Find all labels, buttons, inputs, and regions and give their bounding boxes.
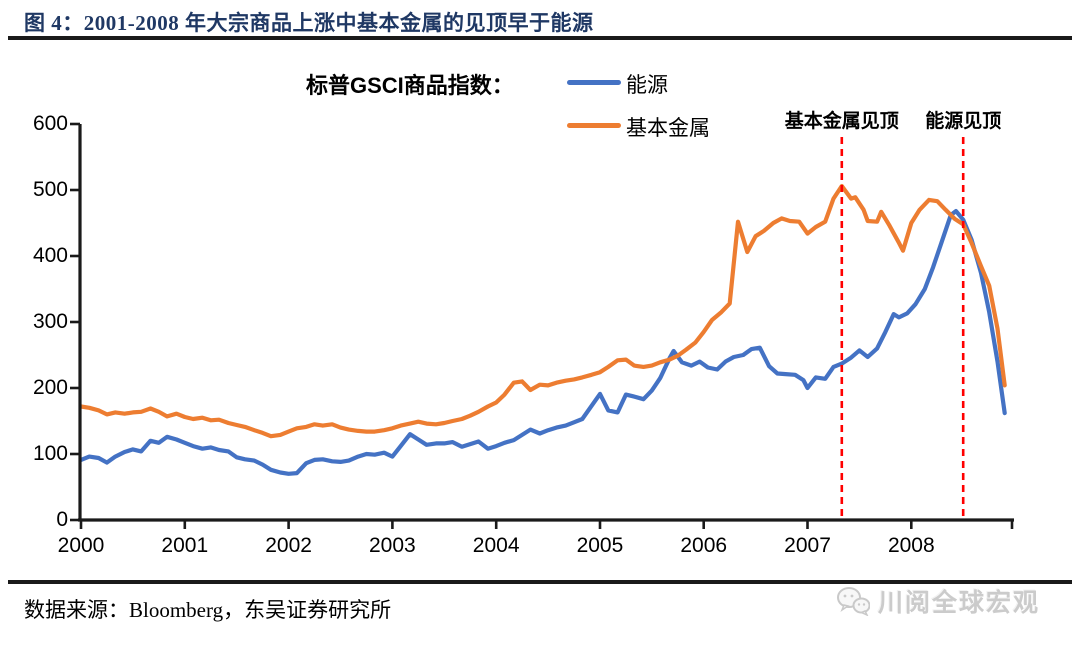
title-divider <box>8 36 1072 40</box>
wechat-icon <box>837 587 870 616</box>
x-tick-label: 2006 <box>680 534 728 557</box>
y-tick-label: 600 <box>32 112 68 135</box>
x-tick-label: 2007 <box>784 534 831 557</box>
y-tick-label: 0 <box>56 508 68 531</box>
legend-label-energy: 能源 <box>626 73 668 97</box>
footer-divider <box>8 580 1072 584</box>
watermark-text: 川阅全球宏观 <box>878 589 1041 617</box>
y-tick-label: 400 <box>32 244 68 267</box>
legend-label-base-metals: 基本金属 <box>626 116 710 140</box>
y-tick-label: 500 <box>32 178 68 201</box>
x-tick-label: 2001 <box>161 534 209 557</box>
legend-title: 标普GSCI商品指数： <box>306 73 514 98</box>
base-metals-line-swatch <box>567 123 621 128</box>
y-tick-label: 200 <box>32 376 68 399</box>
series-line-base-metals <box>78 183 1007 439</box>
figure-title: 图 4：2001-2008 年大宗商品上涨中基本金属的见顶早于能源 <box>24 11 594 35</box>
x-tick-label: 2000 <box>57 534 105 557</box>
annotation-base-metals-peak: 基本金属见顶 <box>784 111 899 132</box>
x-tick-label: 2002 <box>265 534 312 557</box>
x-tick-label: 2005 <box>576 534 624 557</box>
y-tick-label: 100 <box>32 442 68 465</box>
annotation-energy-peak: 能源见顶 <box>925 111 1002 132</box>
x-tick-label: 2003 <box>369 534 416 557</box>
series-line-energy <box>78 209 1007 476</box>
energy-line-swatch <box>567 80 621 85</box>
x-tick-label: 2008 <box>887 534 935 557</box>
watermark: 川阅全球宏观 <box>836 583 1040 619</box>
data-source: 数据来源：Bloomberg，东吴证券研究所 <box>24 598 392 622</box>
x-tick-label: 2004 <box>472 534 520 557</box>
y-tick-label: 300 <box>32 310 68 333</box>
